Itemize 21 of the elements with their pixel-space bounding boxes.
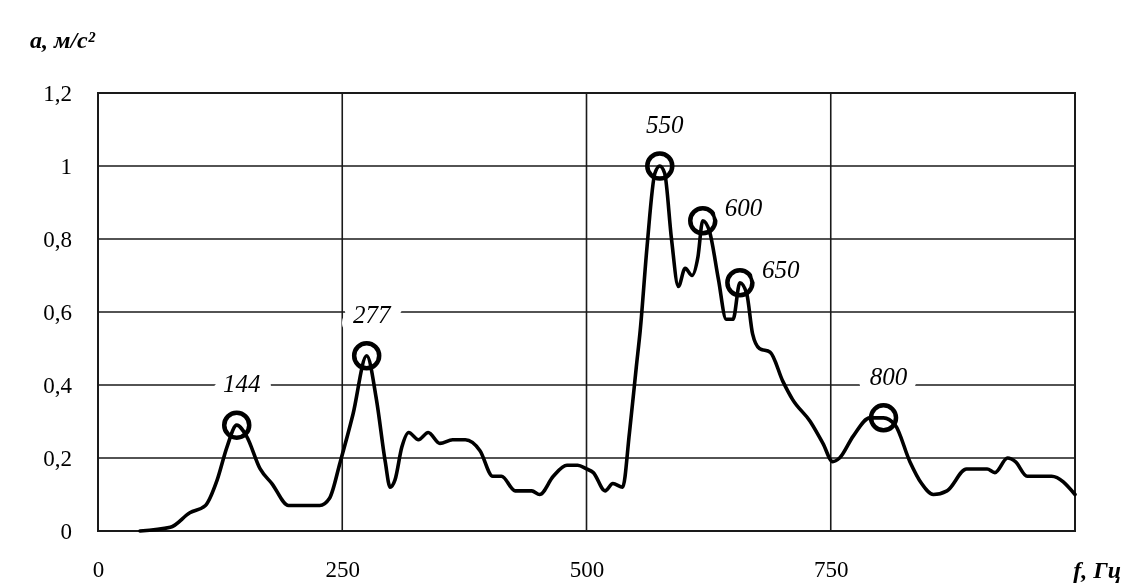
point — [645, 151, 675, 181]
y-tick-label: 0,2 — [43, 445, 72, 471]
x-tick-label: 500 — [569, 557, 605, 583]
y-tick-label: 0 — [60, 518, 72, 544]
y-tick-label: 0,4 — [43, 372, 73, 398]
x-tick-label: 750 — [814, 557, 849, 583]
annotation: 550 — [646, 110, 685, 138]
x-tick-label: 250 — [325, 557, 360, 583]
y-tick-label: 0,6 — [43, 299, 72, 325]
y-axis-title: a, м/с² — [30, 27, 96, 53]
point — [221, 410, 252, 440]
point — [688, 206, 718, 236]
point — [868, 403, 899, 433]
annotation: 650 — [761, 255, 800, 283]
point — [725, 268, 755, 298]
x-tick-label: 0 — [92, 557, 105, 583]
y-tick-label: 1 — [60, 153, 72, 179]
y-tick-label: 0,8 — [43, 226, 72, 252]
point — [351, 341, 382, 371]
y-tick-label: 1,2 — [43, 80, 72, 106]
x-axis-title: f, Гц — [1073, 557, 1121, 583]
